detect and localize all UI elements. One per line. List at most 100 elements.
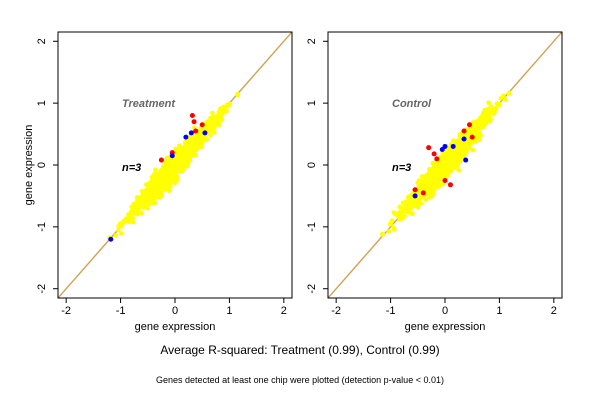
x-tick-label: 1 xyxy=(496,305,502,317)
yellow-point xyxy=(172,161,178,167)
yellow-point xyxy=(194,137,200,143)
sample-count: n=3 xyxy=(122,162,141,174)
x-tick-label: -2 xyxy=(61,305,71,317)
yellow-point xyxy=(118,231,124,236)
yellow-point xyxy=(172,168,177,174)
y-tick-label: 0 xyxy=(306,162,318,168)
blue-series xyxy=(108,130,208,242)
yellow-point xyxy=(431,174,437,180)
y-tick-label: -1 xyxy=(306,222,318,232)
yellow-point xyxy=(150,185,156,192)
yellow-point xyxy=(183,140,188,146)
x-tick-label: 2 xyxy=(281,305,287,317)
blue-point xyxy=(439,147,445,153)
yellow-point xyxy=(394,212,400,218)
yellow-point xyxy=(485,108,490,114)
yellow-point xyxy=(498,96,504,101)
y-tick-label: 1 xyxy=(36,100,48,106)
x-axis: -2 -1 0 1 2 xyxy=(331,298,557,317)
yellow-point xyxy=(465,131,471,136)
yellow-point xyxy=(128,209,135,215)
yellow-point xyxy=(219,116,224,122)
yellow-point xyxy=(216,121,221,126)
yellow-point xyxy=(470,147,476,153)
control-panel: -2 -1 0 1 2 gene expression -2 -1 0 1 2 Control n=3 xyxy=(306,31,563,333)
yellow-point xyxy=(446,169,452,175)
yellow-point xyxy=(409,198,415,204)
yellow-point xyxy=(433,169,439,174)
yellow-point xyxy=(426,190,432,196)
yellow-point xyxy=(386,229,392,234)
x-tick-label: 0 xyxy=(172,305,178,317)
red-point xyxy=(191,119,197,125)
yellow-point xyxy=(416,178,422,183)
yellow-point xyxy=(483,121,489,126)
y-axis: -2 -1 0 1 2 xyxy=(36,38,58,294)
yellow-point xyxy=(179,157,185,163)
yellow-point xyxy=(423,197,429,203)
blue-point xyxy=(108,236,114,242)
plot-area xyxy=(328,32,562,298)
yellow-point xyxy=(464,144,470,150)
yellow-point xyxy=(136,204,142,209)
yellow-point xyxy=(161,174,167,180)
yellow-point xyxy=(197,128,203,134)
y-tick-label: -1 xyxy=(36,222,48,232)
yellow-point xyxy=(475,125,481,131)
panel-title: Control xyxy=(392,98,432,110)
yellow-point xyxy=(154,190,160,195)
yellow-point xyxy=(485,117,491,122)
yellow-point xyxy=(438,182,444,188)
x-tick-label: -1 xyxy=(116,305,126,317)
yellow-point xyxy=(212,119,218,125)
yellow-point xyxy=(461,149,467,154)
yellow-point xyxy=(187,143,193,148)
yellow-point xyxy=(188,147,193,153)
red-point xyxy=(412,187,418,193)
yellow-point xyxy=(205,125,211,131)
x-tick-label: 2 xyxy=(551,305,557,317)
blue-point xyxy=(188,130,194,136)
yellow-point xyxy=(159,169,164,175)
panel-title: Treatment xyxy=(122,98,176,110)
yellow-point xyxy=(209,121,214,126)
yellow-point xyxy=(152,200,158,206)
yellow-point xyxy=(490,106,496,112)
plot-area xyxy=(58,32,292,298)
yellow-point xyxy=(220,104,226,110)
yellow-point xyxy=(398,209,405,215)
yellow-point xyxy=(400,215,405,221)
yellow-point xyxy=(198,143,203,149)
x-axis-label: gene expression xyxy=(405,321,486,333)
yellow-point xyxy=(135,211,140,217)
yellow-point xyxy=(155,179,161,184)
y-tick-label: -2 xyxy=(306,284,318,294)
yellow-point xyxy=(416,187,422,192)
yellow-point xyxy=(426,171,432,177)
yellow-point xyxy=(476,137,482,142)
yellow-point xyxy=(415,204,421,210)
red-point xyxy=(199,122,205,128)
yellow-point xyxy=(183,149,189,155)
blue-point xyxy=(183,134,189,140)
yellow-point xyxy=(485,112,492,119)
yellow-point xyxy=(122,219,127,225)
yellow-point xyxy=(430,161,436,166)
y-tick-label: -2 xyxy=(36,284,48,294)
sample-count: n=3 xyxy=(392,162,411,174)
yellow-point xyxy=(164,164,169,169)
yellow-point xyxy=(175,174,180,180)
detection-footnote: Genes detected at least one chip were pl… xyxy=(156,375,444,385)
yellow-point xyxy=(442,152,448,158)
yellow-point xyxy=(140,204,146,209)
yellow-point xyxy=(398,205,403,210)
yellow-point xyxy=(144,187,149,193)
blue-point xyxy=(461,136,467,142)
yellow-point xyxy=(387,221,394,227)
yellow-point xyxy=(503,97,508,103)
yellow-point xyxy=(117,221,124,227)
red-point xyxy=(434,156,440,162)
yellow-point xyxy=(210,110,215,116)
red-point xyxy=(461,128,467,134)
